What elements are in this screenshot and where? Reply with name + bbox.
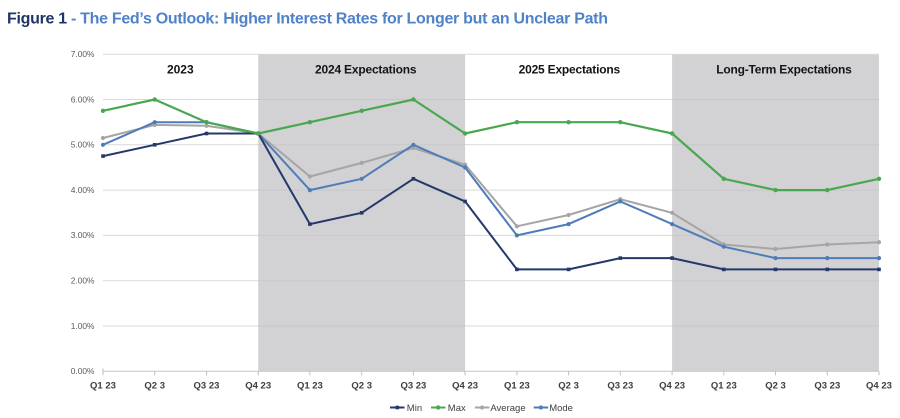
- svg-text:Q4 23: Q4 23: [866, 380, 892, 391]
- svg-text:Average: Average: [490, 403, 525, 414]
- svg-text:2024 Expectations: 2024 Expectations: [315, 63, 417, 77]
- svg-text:Min: Min: [407, 403, 422, 414]
- svg-text:4.00%: 4.00%: [71, 185, 95, 195]
- svg-text:Q3 23: Q3 23: [607, 380, 633, 391]
- svg-text:Long-Term Expectations: Long-Term Expectations: [716, 63, 852, 77]
- svg-text:7.00%: 7.00%: [71, 49, 95, 59]
- svg-text:6.00%: 6.00%: [71, 94, 95, 104]
- svg-text:Q3 23: Q3 23: [814, 380, 840, 391]
- svg-text:Q1 23: Q1 23: [711, 380, 737, 391]
- svg-text:Q2 3: Q2 3: [351, 380, 372, 391]
- svg-text:0.00%: 0.00%: [71, 366, 95, 376]
- svg-text:Q1 23: Q1 23: [504, 380, 530, 391]
- svg-text:1.00%: 1.00%: [71, 321, 95, 331]
- svg-text:Q3 23: Q3 23: [400, 380, 426, 391]
- svg-text:Q2 3: Q2 3: [765, 380, 786, 391]
- svg-text:Q2 3: Q2 3: [558, 380, 579, 391]
- svg-text:Max: Max: [448, 403, 466, 414]
- svg-text:Q4 23: Q4 23: [659, 380, 685, 391]
- svg-text:Q2 3: Q2 3: [144, 380, 165, 391]
- svg-text:Q3 23: Q3 23: [194, 380, 220, 391]
- svg-text:Q1 23: Q1 23: [297, 380, 323, 391]
- svg-text:Q1 23: Q1 23: [90, 380, 116, 391]
- svg-text:2025 Expectations: 2025 Expectations: [519, 63, 621, 77]
- svg-text:Figure 1 - The Fed’s Outlook:: Figure 1 - The Fed’s Outlook: Higher Int…: [7, 11, 608, 28]
- svg-text:Q4 23: Q4 23: [452, 380, 478, 391]
- svg-text:5.00%: 5.00%: [71, 140, 95, 150]
- svg-text:2023: 2023: [167, 63, 194, 77]
- svg-text:Q4 23: Q4 23: [245, 380, 271, 391]
- svg-text:3.00%: 3.00%: [71, 230, 95, 240]
- svg-text:2.00%: 2.00%: [71, 276, 95, 286]
- svg-text:Mode: Mode: [549, 403, 573, 414]
